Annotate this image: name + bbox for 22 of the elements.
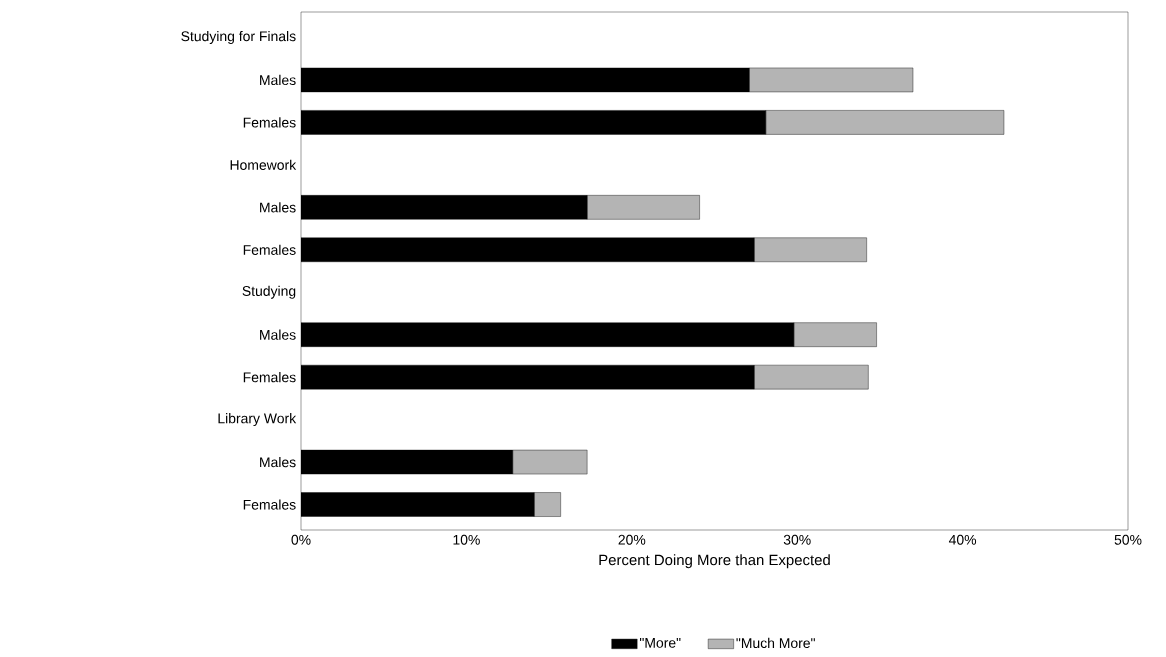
y-tick-label: Males: [260, 74, 296, 86]
x-tick-label: 40%: [948, 534, 977, 545]
y-tick-label: Library Work: [218, 413, 297, 427]
y-tick-label: Males: [260, 456, 296, 468]
bar: [586, 195, 700, 220]
x-tick-label: 50%: [1114, 534, 1142, 545]
x-axis-title: Percent Doing More than Expected: [599, 554, 830, 569]
y-tick-label: Studying: [242, 285, 296, 299]
y-tick-label: Females: [243, 244, 296, 255]
x-tick-label: 20%: [618, 534, 646, 545]
y-tick-label: Females: [243, 117, 296, 128]
y-tick-label: Males: [260, 329, 296, 340]
x-tick-label: 10%: [453, 534, 480, 545]
legend-label: "More": [639, 638, 681, 648]
y-tick-label: Males: [260, 202, 296, 213]
y-tick-label: Studying for Finals: [181, 30, 296, 44]
x-tick-label: 30%: [783, 534, 811, 545]
y-tick-label: Homework: [230, 159, 297, 170]
legend-label: "Much More": [736, 637, 815, 649]
y-tick-label: Females: [243, 372, 296, 383]
y-tick-label: Females: [243, 499, 296, 510]
x-tick-label: 0%: [291, 534, 311, 545]
